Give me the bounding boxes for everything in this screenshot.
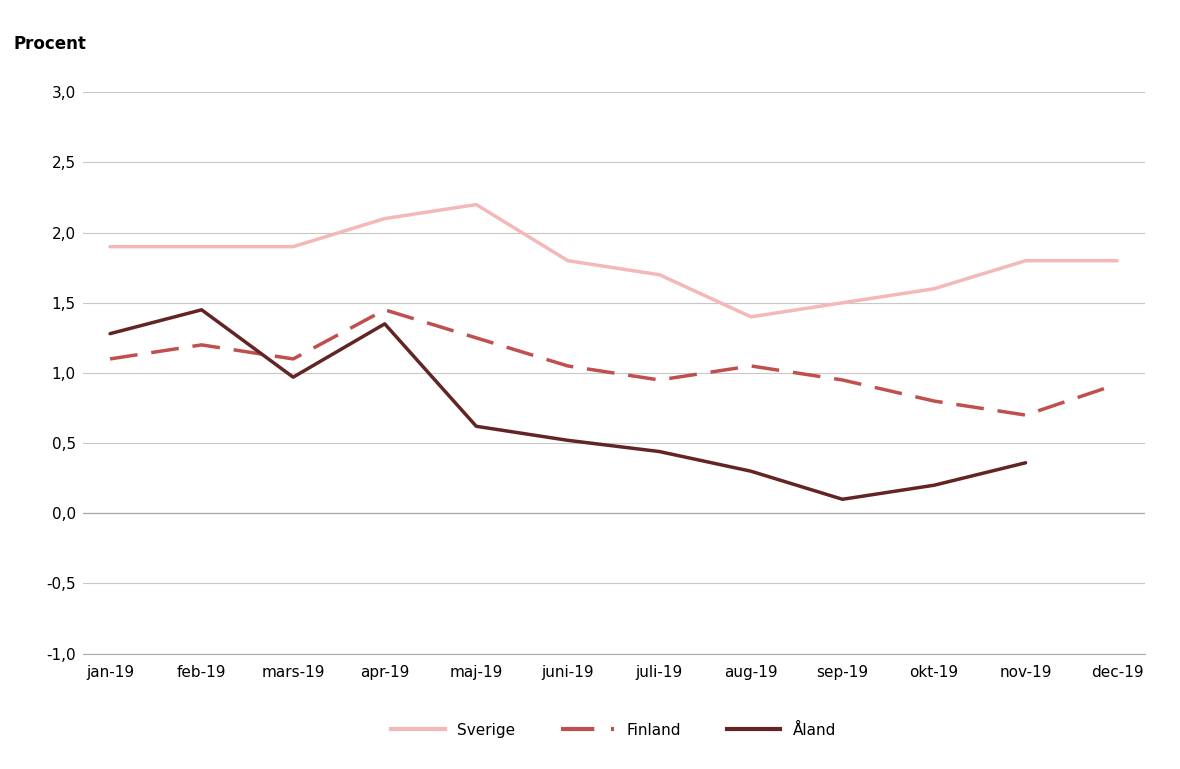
Text: Procent: Procent (14, 35, 86, 53)
Legend: Sverige, Finland, Åland: Sverige, Finland, Åland (385, 717, 843, 744)
